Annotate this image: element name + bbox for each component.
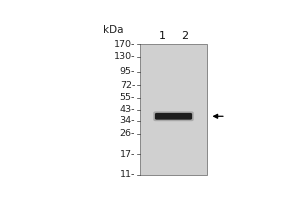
Text: 95-: 95- bbox=[120, 67, 135, 76]
Text: 2: 2 bbox=[182, 31, 189, 41]
Text: 130-: 130- bbox=[114, 52, 135, 61]
Text: 26-: 26- bbox=[120, 129, 135, 138]
Text: 34-: 34- bbox=[120, 116, 135, 125]
Text: 72-: 72- bbox=[120, 81, 135, 90]
Text: 17-: 17- bbox=[120, 150, 135, 159]
FancyBboxPatch shape bbox=[155, 113, 192, 120]
Text: 11-: 11- bbox=[120, 170, 135, 179]
Text: kDa: kDa bbox=[103, 25, 124, 35]
FancyBboxPatch shape bbox=[153, 111, 194, 121]
Text: 1: 1 bbox=[158, 31, 165, 41]
Text: 170-: 170- bbox=[114, 40, 135, 49]
Text: 55-: 55- bbox=[120, 93, 135, 102]
Text: 43-: 43- bbox=[120, 105, 135, 114]
FancyBboxPatch shape bbox=[140, 44, 207, 175]
